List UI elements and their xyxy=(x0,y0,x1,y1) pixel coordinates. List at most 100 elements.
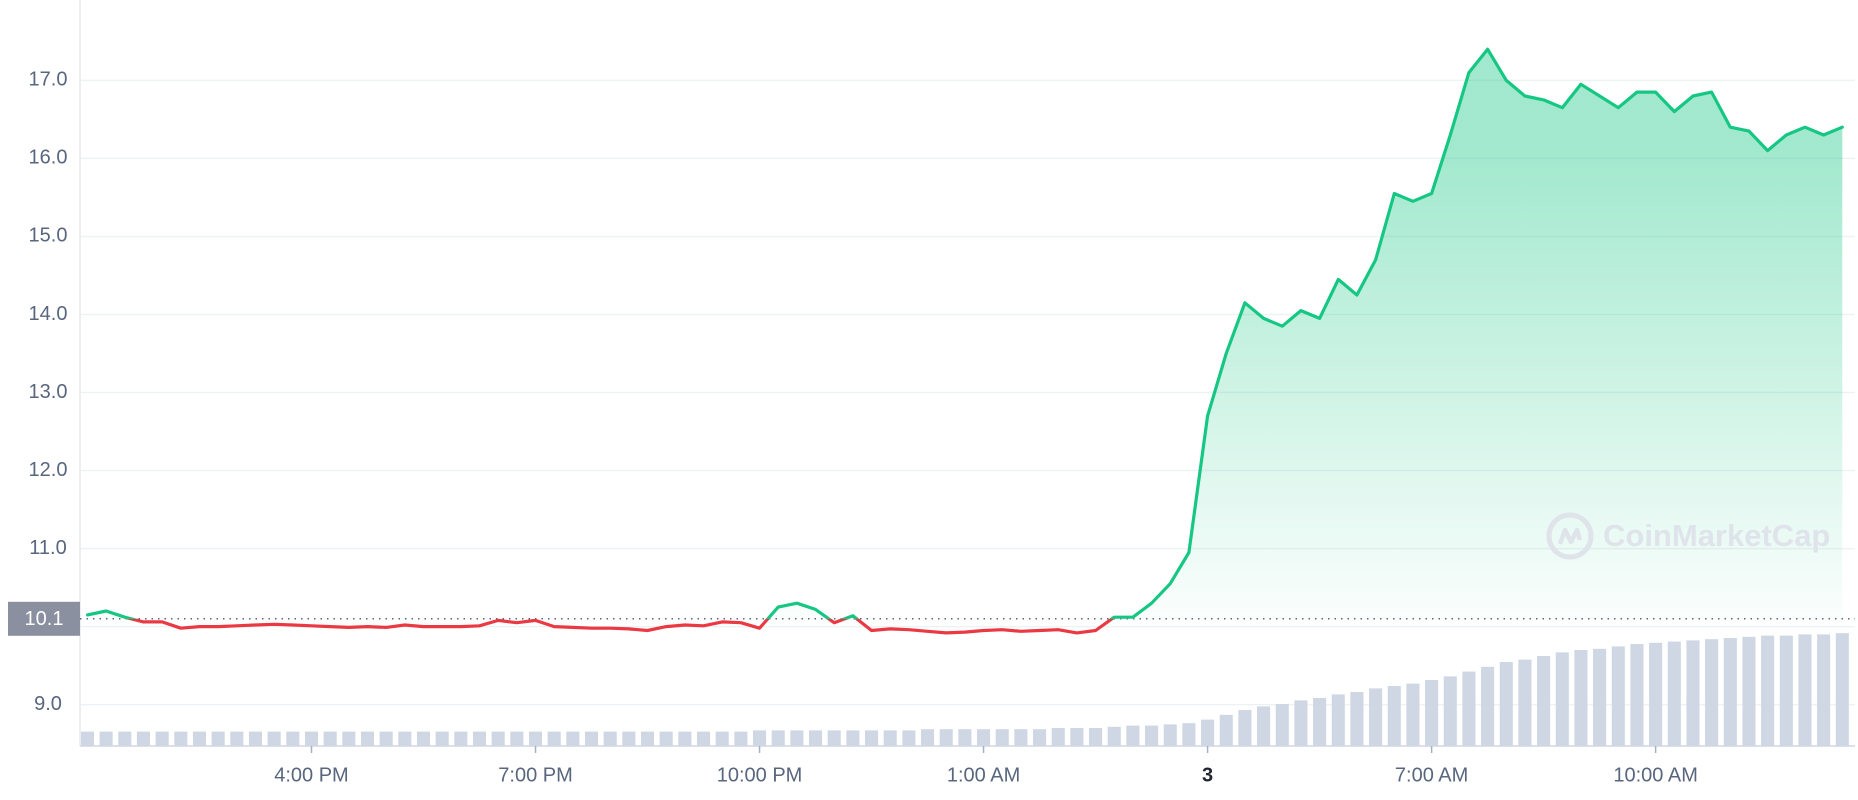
volume-bar xyxy=(1779,635,1793,746)
volume-bar xyxy=(640,731,655,746)
watermark-logo-mark xyxy=(1557,527,1583,545)
volume-bar xyxy=(510,731,524,746)
volume-bar xyxy=(827,730,841,746)
volume-bar xyxy=(1033,729,1047,746)
x-tick-label: 4:00 PM xyxy=(274,764,348,786)
volume-bar xyxy=(398,731,412,746)
reference-label: 10.1 xyxy=(25,608,64,630)
volume-bar xyxy=(566,731,580,746)
volume-bar xyxy=(1686,640,1700,746)
volume-bar xyxy=(136,731,151,746)
volume-bar xyxy=(1649,642,1663,746)
volume-bar xyxy=(1070,728,1084,746)
volume-bar xyxy=(528,731,543,746)
price-area xyxy=(87,49,1843,619)
volume-bar xyxy=(491,731,505,746)
volume-bar xyxy=(1014,729,1028,746)
volume-bar xyxy=(379,731,393,746)
volume-bar xyxy=(1406,683,1420,746)
volume-bar xyxy=(1201,719,1215,746)
volume-bar xyxy=(1369,688,1383,746)
volume-bar xyxy=(1574,650,1588,746)
volume-bar xyxy=(1313,698,1327,746)
volume-bar xyxy=(1761,635,1775,746)
y-tick-label: 11.0 xyxy=(29,537,66,559)
volume-bar xyxy=(1742,636,1756,746)
volume-bar xyxy=(304,731,319,746)
volume-bar xyxy=(1817,634,1831,746)
volume-bar xyxy=(678,731,692,746)
volume-bar xyxy=(771,730,785,746)
y-tick-label: 12.0 xyxy=(29,459,68,481)
volume-bar xyxy=(622,731,636,746)
volume-bar xyxy=(790,730,804,746)
volume-bar xyxy=(734,731,748,746)
x-tick-label: 10:00 AM xyxy=(1613,764,1698,786)
volume-bar xyxy=(977,729,991,746)
volume-bar xyxy=(865,730,879,746)
volume-bar xyxy=(1387,686,1401,746)
volume-bar xyxy=(1630,644,1644,746)
volume-bar xyxy=(1425,680,1439,746)
x-tick-label: 3 xyxy=(1202,764,1213,786)
volume-bar xyxy=(1611,646,1625,746)
x-tick-label: 10:00 PM xyxy=(717,764,803,786)
volume-bar xyxy=(1443,676,1457,746)
volume-bar xyxy=(416,731,431,746)
volume-bar xyxy=(1107,726,1121,746)
volume-bar xyxy=(1331,694,1345,746)
volume-bar xyxy=(435,731,449,746)
volume-bar xyxy=(267,731,281,746)
volume-bar xyxy=(939,729,953,746)
volume-bar xyxy=(715,731,729,746)
volume-bar xyxy=(99,731,113,746)
volume-bar xyxy=(1518,659,1532,746)
volume-bar xyxy=(1350,692,1364,746)
volume-bar xyxy=(1275,704,1289,746)
volume-bar xyxy=(1798,634,1812,746)
volume-bar xyxy=(1593,648,1607,746)
volume-bar xyxy=(584,731,599,746)
volume-bar xyxy=(1126,725,1140,746)
volume-bar xyxy=(1182,723,1196,746)
price-line xyxy=(85,47,1844,635)
volume-bar xyxy=(1667,641,1681,746)
y-tick-label: 15.0 xyxy=(29,225,68,247)
volume-bar xyxy=(1294,700,1308,746)
volume-bar xyxy=(1481,666,1495,746)
volume-bar xyxy=(846,730,860,746)
volume-bar xyxy=(921,729,935,746)
volume-bar xyxy=(809,730,823,746)
y-tick-label: 16.0 xyxy=(29,147,68,169)
volume-bar xyxy=(472,731,487,746)
volume-bar xyxy=(603,731,617,746)
volume-bar xyxy=(248,731,263,746)
volume-bar xyxy=(958,729,972,746)
volume-bar xyxy=(752,730,767,746)
volume-bar xyxy=(1257,706,1271,746)
volume-bar xyxy=(1163,724,1177,746)
volume-bar xyxy=(1145,725,1159,746)
volume-bar xyxy=(1705,639,1719,746)
y-tick-label: 14.0 xyxy=(29,303,68,325)
volume-bar xyxy=(1051,728,1065,746)
volume-bar xyxy=(454,731,468,746)
x-tick-label: 7:00 PM xyxy=(498,764,572,786)
volume-bar xyxy=(1219,714,1233,746)
volume-bar xyxy=(1089,728,1103,746)
watermark: CoinMarketCap xyxy=(1603,518,1830,553)
volume-bar xyxy=(1499,662,1513,746)
volume-bar xyxy=(902,730,916,746)
y-tick-label: 17.0 xyxy=(29,69,68,91)
volume-bar xyxy=(1537,656,1551,746)
volume-bar xyxy=(1835,633,1849,746)
volume-bar xyxy=(1462,671,1476,746)
volume-bar xyxy=(360,731,375,746)
volume-bar xyxy=(80,731,95,746)
y-tick-label: 9.0 xyxy=(34,693,62,715)
reference-badge xyxy=(8,601,80,636)
volume-bar xyxy=(883,730,897,746)
volume-bar xyxy=(995,729,1009,746)
volume-bar xyxy=(547,731,561,746)
